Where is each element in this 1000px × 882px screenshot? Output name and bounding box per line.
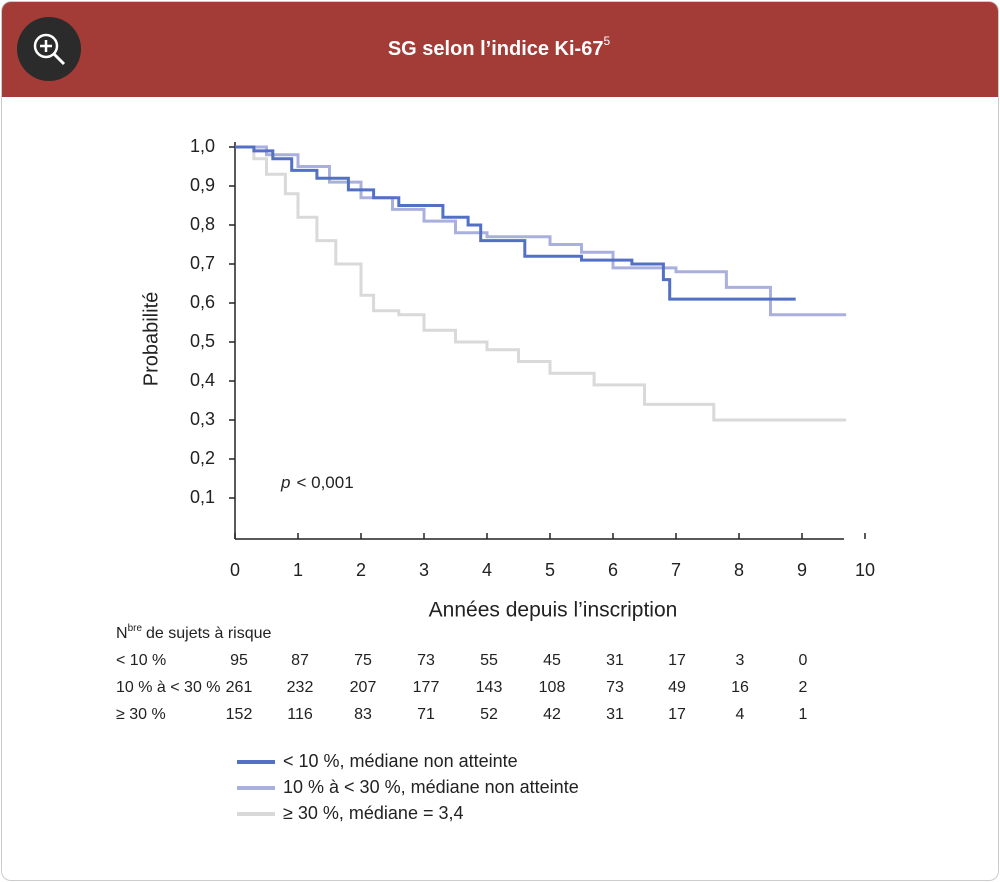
x-tick-label: 7 (671, 560, 681, 580)
p-symbol: p (280, 473, 290, 492)
risk-count: 31 (606, 652, 624, 669)
risk-count: 42 (543, 706, 561, 723)
risk-count: 177 (413, 679, 440, 696)
y-tick-label: 0,2 (190, 448, 215, 468)
survival-curve (235, 145, 847, 317)
x-tick-label: 3 (419, 560, 429, 580)
risk-title-n: N (116, 625, 128, 642)
risk-count: 87 (291, 652, 309, 669)
risk-count: 75 (354, 652, 372, 669)
risk-row-label: < 10 % (116, 652, 166, 669)
p-value: p < 0,001 (280, 473, 354, 492)
risk-count: 232 (287, 679, 314, 696)
x-tick-label: 5 (545, 560, 555, 580)
risk-count: 73 (606, 679, 624, 696)
y-tick-label: 0,1 (190, 487, 215, 507)
risk-count: 261 (226, 679, 253, 696)
risk-count: 1 (799, 706, 808, 723)
risk-count: 0 (799, 652, 808, 669)
x-tick-label: 1 (293, 560, 303, 580)
y-tick-label: 1,0 (190, 136, 215, 156)
y-tick-label: 0,3 (190, 409, 215, 429)
x-tick-label: 0 (230, 560, 240, 580)
x-tick-label: 10 (855, 560, 875, 580)
y-tick-label: 0,5 (190, 331, 215, 351)
x-tick-label: 6 (608, 560, 618, 580)
legend-label: ≥ 30 %, médiane = 3,4 (283, 803, 464, 823)
survival-curve (235, 145, 847, 422)
risk-count: 108 (539, 679, 566, 696)
risk-count: 73 (417, 652, 435, 669)
x-tick-label: 9 (797, 560, 807, 580)
risk-count: 71 (417, 706, 435, 723)
legend-label: < 10 %, médiane non atteinte (283, 751, 518, 771)
risk-count: 16 (731, 679, 749, 696)
x-axis-label: Années depuis l’inscription (429, 599, 678, 622)
risk-count: 52 (480, 706, 498, 723)
y-tick-label: 0,7 (190, 253, 215, 273)
y-tick-label: 0,8 (190, 214, 215, 234)
risk-count: 3 (736, 652, 745, 669)
risk-count: 4 (736, 706, 745, 723)
risk-title-sup: bre (128, 623, 143, 634)
x-tick-label: 4 (482, 560, 492, 580)
risk-count: 55 (480, 652, 498, 669)
risk-row-label: ≥ 30 % (116, 706, 166, 723)
legend-label: 10 % à < 30 %, médiane non atteinte (283, 777, 579, 797)
risk-count: 2 (799, 679, 808, 696)
survival-curve (235, 145, 796, 301)
risk-title-rest: de sujets à risque (146, 625, 272, 642)
x-tick-label: 2 (356, 560, 366, 580)
y-tick-label: 0,4 (190, 370, 215, 390)
risk-count: 49 (668, 679, 686, 696)
risk-count: 116 (287, 706, 313, 723)
chart-title: SG selon l’indice Ki-675 (388, 34, 611, 60)
risk-count: 83 (354, 706, 372, 723)
risk-count: 95 (230, 652, 248, 669)
risk-count: 45 (543, 652, 561, 669)
y-tick-label: 0,9 (190, 175, 215, 195)
risk-count: 143 (476, 679, 503, 696)
risk-row-label: 10 % à < 30 % (116, 679, 221, 696)
header-bar (2, 2, 998, 97)
risk-count: 152 (226, 706, 253, 723)
title-text: SG selon l’indice Ki-67 (388, 38, 604, 60)
y-axis-label: Probabilité (140, 292, 162, 387)
risk-count: 17 (668, 706, 686, 723)
x-tick-label: 8 (734, 560, 744, 580)
risk-count: 17 (668, 652, 686, 669)
y-tick-label: 0,6 (190, 292, 215, 312)
risk-count: 207 (350, 679, 377, 696)
zoom-button[interactable] (17, 17, 81, 81)
risk-table-title: Nbre de sujets à risque (116, 623, 272, 643)
risk-count: 31 (606, 706, 624, 723)
p-text: < 0,001 (296, 473, 353, 492)
title-superscript: 5 (603, 34, 610, 48)
